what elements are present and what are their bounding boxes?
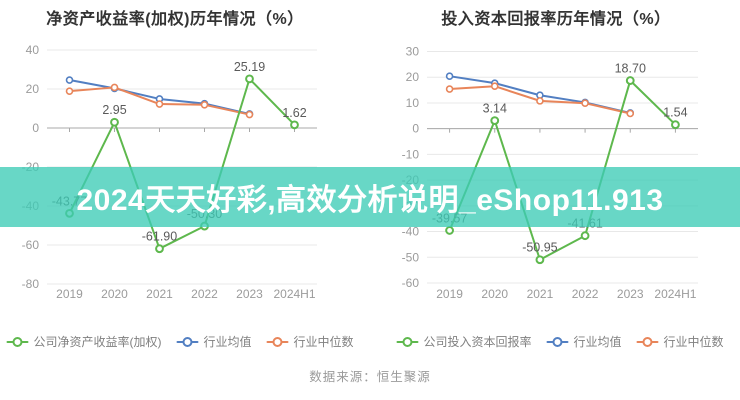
data-point-label: 25.19 <box>234 60 265 74</box>
series-0: -39.573.14-50.95-41.6118.701.54 <box>432 62 688 265</box>
data-point-marker <box>536 97 544 105</box>
x-axis-category-label: 2019 <box>436 287 463 301</box>
x-axis-category-label: 2021 <box>146 287 173 301</box>
left-chart-legend: 公司净资产收益率(加权) 行业均值 行业中位数 <box>6 333 354 350</box>
y-axis-tick-label: -80 <box>22 277 40 291</box>
y-axis-tick-label: -10 <box>402 147 420 161</box>
data-point-marker <box>490 116 500 125</box>
series-line <box>448 79 677 261</box>
data-point-label: 1.62 <box>282 106 306 120</box>
series-2 <box>445 82 635 118</box>
data-point-marker <box>626 109 635 118</box>
y-axis-tick-label: 20 <box>406 70 420 84</box>
data-point-marker <box>671 120 680 130</box>
data-point-marker <box>110 117 119 127</box>
data-point-marker <box>445 85 454 93</box>
series-2 <box>65 83 254 119</box>
data-point-marker <box>245 74 254 84</box>
data-point-marker <box>200 100 209 109</box>
legend-item-company-roe[interactable]: 公司净资产收益率(加权) <box>6 333 161 350</box>
right-chart: 3020100-10-20-30-40-50-60201920202021202… <box>402 45 698 301</box>
x-axis-category-label: 2022 <box>191 287 218 301</box>
data-point-marker <box>445 72 454 80</box>
right-chart-legend: 公司投入资本回报率 行业均值 行业中位数 <box>396 333 724 350</box>
y-axis-tick-label: 30 <box>406 45 420 59</box>
legend-item-company-roic[interactable]: 公司投入资本回报率 <box>396 333 531 350</box>
legend-label: 公司净资产收益率(加权) <box>33 335 162 349</box>
y-axis-tick-label: 0 <box>412 122 419 136</box>
line-dot-legend-icon <box>396 336 419 347</box>
legend-item-industry-avg[interactable]: 行业均值 <box>176 333 252 350</box>
data-point-marker <box>65 87 74 95</box>
legend-item-industry-median[interactable]: 行业中位数 <box>636 333 724 350</box>
data-point-marker <box>625 76 635 85</box>
x-axis-category-label: 2020 <box>101 287 128 301</box>
y-axis-tick-label: -40 <box>402 225 420 239</box>
right-chart-title: 投入资本回报率历年情况（%） <box>441 11 671 28</box>
y-axis-tick-label: -50 <box>402 250 420 264</box>
line-dot-legend-icon <box>6 336 29 347</box>
line-dot-legend-icon <box>546 336 569 347</box>
line-dot-legend-icon <box>176 336 199 347</box>
data-point-marker <box>65 76 74 84</box>
series-line <box>68 77 296 250</box>
legend-label: 公司投入资本回报率 <box>423 335 532 349</box>
x-axis-category-label: 2024H1 <box>654 287 696 301</box>
data-point-label: 18.70 <box>615 62 646 76</box>
line-dot-legend-icon <box>266 336 289 347</box>
x-axis-category-label: 2021 <box>527 287 554 301</box>
data-point-label: -50.95 <box>522 241 557 255</box>
line-dot-legend-icon <box>636 336 659 347</box>
x-axis-category-label: 2020 <box>481 287 508 301</box>
watermark-banner: 2024天天好彩,高效分析说明_eShop11.913 <box>0 167 740 227</box>
data-point-marker <box>245 110 254 119</box>
data-point-marker <box>580 231 590 241</box>
data-point-label: 3.14 <box>483 102 507 116</box>
y-axis-tick-label: 0 <box>32 121 39 135</box>
data-point-marker <box>445 226 454 235</box>
legend-label: 行业中位数 <box>663 335 724 349</box>
data-point-label: 1.54 <box>663 106 687 120</box>
legend-label: 行业均值 <box>573 335 622 349</box>
y-axis-tick-label: 20 <box>26 82 40 96</box>
x-axis-category-label: 2019 <box>56 287 83 301</box>
data-point-marker <box>155 244 164 254</box>
legend-label: 行业中位数 <box>293 335 354 349</box>
y-axis-tick-label: -60 <box>22 238 40 252</box>
series-1 <box>65 76 254 118</box>
data-point-marker <box>290 120 299 130</box>
charts-canvas: 40200-20-40-60-8020192020202120222023202… <box>22 43 698 301</box>
data-point-marker <box>155 100 164 108</box>
legend-label: 行业均值 <box>203 335 252 349</box>
legend-item-industry-median[interactable]: 行业中位数 <box>266 333 354 350</box>
x-axis-category-label: 2024H1 <box>273 287 315 301</box>
x-axis-category-label: 2022 <box>572 287 599 301</box>
data-point-label: -61.90 <box>142 230 177 244</box>
x-axis-category-label: 2023 <box>617 287 644 301</box>
data-point-marker <box>581 99 589 108</box>
data-point-marker <box>110 83 119 92</box>
data-point-marker <box>535 255 545 265</box>
series-1 <box>445 72 635 117</box>
legend-item-industry-avg[interactable]: 行业均值 <box>546 333 622 350</box>
y-axis-tick-label: -60 <box>402 276 420 290</box>
data-source-label: 数据来源：恒生聚源 <box>309 370 431 384</box>
x-axis-category-label: 2023 <box>236 287 263 301</box>
y-axis-tick-label: 40 <box>26 43 40 57</box>
watermark-text: 2024天天好彩,高效分析说明_eShop11.913 <box>76 184 664 217</box>
y-axis-tick-label: 10 <box>406 96 420 110</box>
data-point-label: 2.95 <box>102 103 126 117</box>
left-chart-title: 净资产收益率(加权)历年情况（%） <box>46 11 304 28</box>
data-point-marker <box>490 82 499 91</box>
